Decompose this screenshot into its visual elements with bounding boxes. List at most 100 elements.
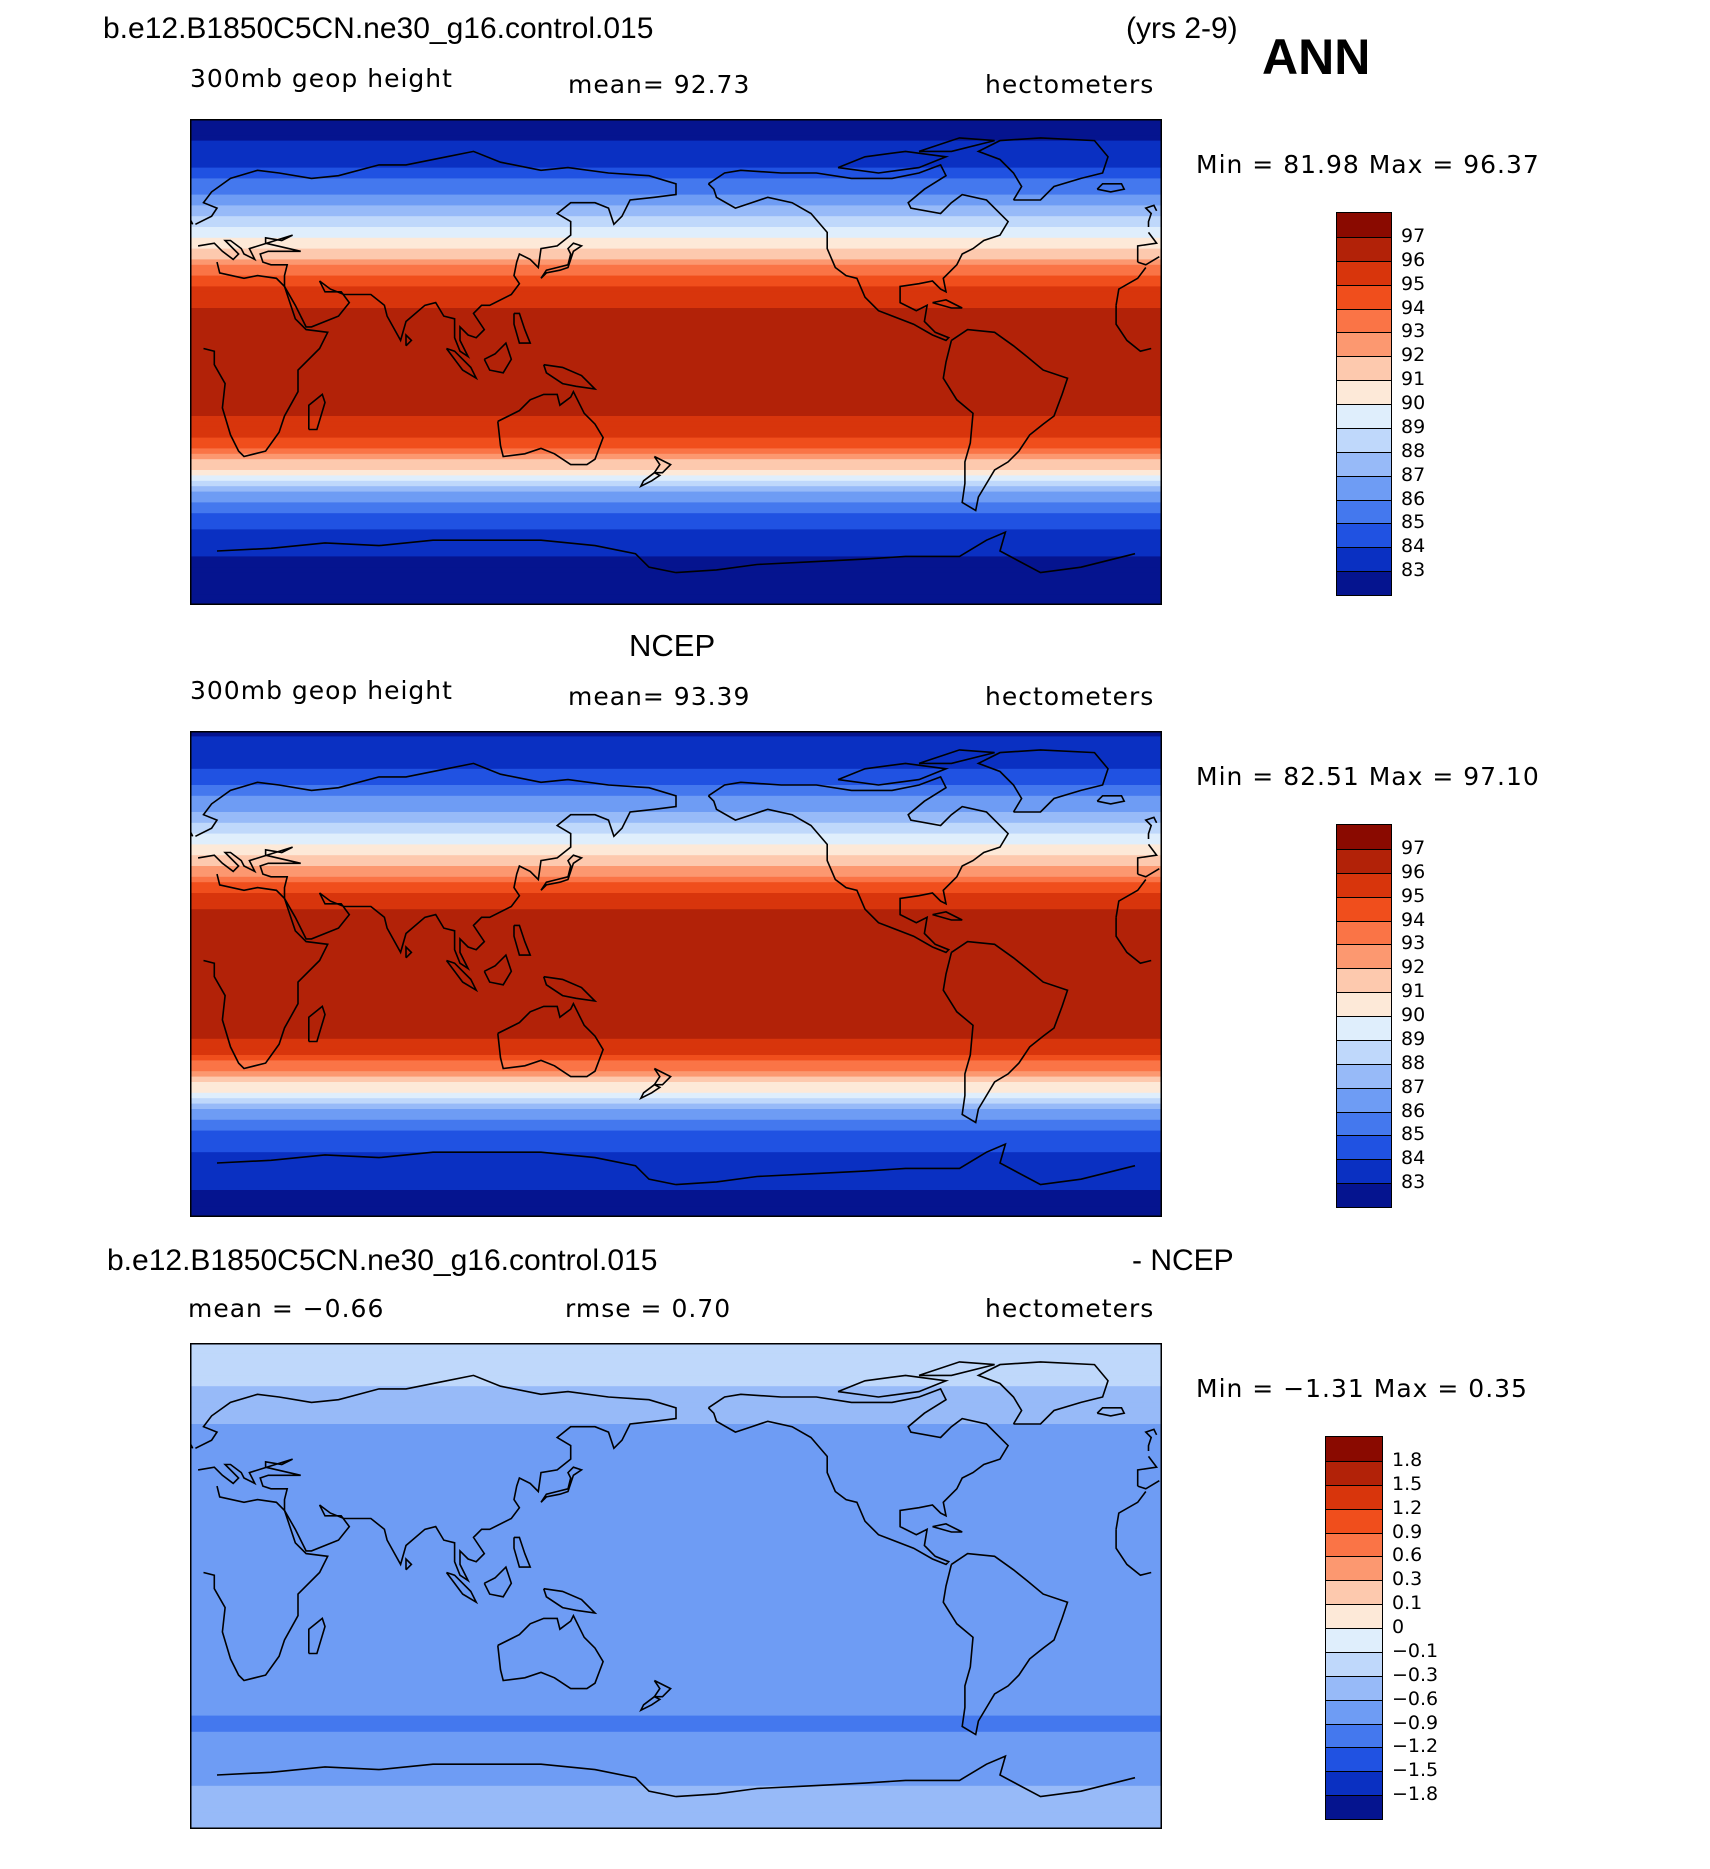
- colorbar-label: 0.1: [1392, 1592, 1423, 1615]
- contour-band: [190, 957, 1162, 964]
- contour-band: [190, 162, 1162, 169]
- colorbar-label: 87: [1401, 463, 1426, 486]
- contour-band: [190, 1206, 1162, 1213]
- coastline: [675, 530, 1136, 574]
- colorbar-swatch: [1326, 1699, 1382, 1724]
- colorbar-label: 94: [1401, 908, 1426, 931]
- contour-band: [190, 1440, 1162, 1447]
- contour-band: [190, 1157, 1162, 1164]
- contour-band: [190, 1807, 1162, 1814]
- contour-band: [190, 990, 1162, 997]
- coastline: [1096, 183, 1126, 193]
- contour-band: [190, 1076, 1162, 1083]
- contour-band: [190, 1677, 1162, 1684]
- panel1-variable: 300mb geop height: [190, 64, 453, 93]
- contour-band: [190, 513, 1162, 520]
- contour-band: [190, 882, 1162, 889]
- contour-band: [190, 758, 1162, 764]
- coastline: [1115, 1529, 1152, 1577]
- coastline: [216, 539, 677, 574]
- panel2-variable: 300mb geop height: [190, 676, 453, 705]
- contour-band: [190, 1397, 1162, 1403]
- contour-band: [190, 1699, 1162, 1706]
- contour-band: [190, 1812, 1162, 1819]
- contour-band: [190, 405, 1162, 412]
- contour-band: [190, 736, 1162, 743]
- contour-band: [190, 963, 1162, 970]
- contour-band: [190, 1033, 1162, 1040]
- contour-band: [190, 507, 1162, 514]
- coastline: [445, 347, 479, 381]
- contour-band: [190, 367, 1162, 374]
- colorbar-swatch: [1337, 308, 1391, 333]
- panel2-colorbar: 97 96 95 94 93 92 91 90 89 88 87 86 85 84 83: [1336, 824, 1425, 1208]
- contour-band: [190, 156, 1162, 163]
- coastline: [837, 150, 950, 174]
- contour-band: [190, 1645, 1162, 1652]
- contour-band: [190, 893, 1162, 899]
- panel3-title-left: b.e12.B1850C5CN.ne30_g16.control.015: [107, 1244, 658, 1277]
- contour-band: [190, 1483, 1162, 1490]
- coastline: [1144, 816, 1158, 839]
- contour-band: [190, 324, 1162, 331]
- contour-band: [190, 540, 1162, 547]
- contour-band: [190, 329, 1162, 336]
- colorbar-label: 91: [1401, 368, 1426, 391]
- colorbar-swatch: [1326, 1484, 1382, 1509]
- colorbar-label: 85: [1401, 511, 1426, 534]
- contour-band: [190, 1721, 1162, 1727]
- colorbar-label: −1.2: [1392, 1735, 1439, 1758]
- contour-band: [190, 1640, 1162, 1646]
- contour-band: [190, 1402, 1162, 1409]
- contour-band: [190, 1380, 1162, 1387]
- panel3-rmse: rmse = 0.70: [565, 1294, 732, 1323]
- contour-band: [190, 119, 1162, 125]
- contour-band: [190, 491, 1162, 498]
- coastline: [1115, 267, 1147, 306]
- coastline: [639, 1083, 662, 1100]
- coastline: [497, 1613, 604, 1690]
- coastline: [1136, 843, 1159, 875]
- colorbar-label: 83: [1401, 1171, 1426, 1194]
- coastline: [203, 1485, 329, 1682]
- contour-band: [190, 578, 1162, 584]
- colorbar-label: 84: [1401, 1147, 1426, 1170]
- contour-band: [190, 1109, 1162, 1115]
- colorbar-swatch: [1326, 1723, 1382, 1748]
- contour-band: [190, 345, 1162, 352]
- coastline: [1137, 868, 1160, 878]
- contour-band: [190, 432, 1162, 439]
- contour-band: [190, 567, 1162, 574]
- contour-band: [190, 1505, 1162, 1511]
- panel2-min-max: Min = 82.51 Max = 97.10: [1196, 762, 1540, 791]
- panel1-colorbar: 97 96 95 94 93 92 91 90 89 88 87 86 85 84 83: [1336, 212, 1425, 596]
- contour-band: [190, 448, 1162, 455]
- contour-band: [190, 421, 1162, 428]
- contour-band: [190, 731, 1162, 737]
- contour-band: [190, 248, 1162, 255]
- coastline: [675, 1142, 1136, 1186]
- coastline: [216, 1151, 677, 1186]
- contour-band: [190, 1195, 1162, 1202]
- contour-band: [190, 470, 1162, 476]
- colorbar-label: 0: [1392, 1616, 1405, 1638]
- colorbar-swatch: [1337, 475, 1391, 500]
- coastline: [918, 749, 995, 765]
- contour-band: [190, 1141, 1162, 1148]
- contour-band: [190, 920, 1162, 926]
- contour-band: [190, 308, 1162, 314]
- colorbar-label: 88: [1401, 1051, 1426, 1074]
- contour-band: [190, 1386, 1162, 1393]
- colorbar-label: 88: [1401, 439, 1426, 462]
- contour-band: [190, 1580, 1162, 1587]
- coastline: [652, 1067, 672, 1086]
- contour-band: [190, 1190, 1162, 1196]
- contour-band: [190, 1478, 1162, 1484]
- contour-band: [190, 232, 1162, 239]
- contour-band: [190, 551, 1162, 557]
- coastline: [483, 341, 513, 374]
- panel3-colorbar: 1.8 1.5 1.2 0.9 0.6 0.3 0.1 0 −0.1 −0.3 −0.6 −0.9 −1…: [1325, 1436, 1438, 1820]
- contour-band: [190, 259, 1162, 266]
- colorbar-swatch: [1337, 825, 1391, 849]
- colorbar-swatch: [1337, 236, 1391, 261]
